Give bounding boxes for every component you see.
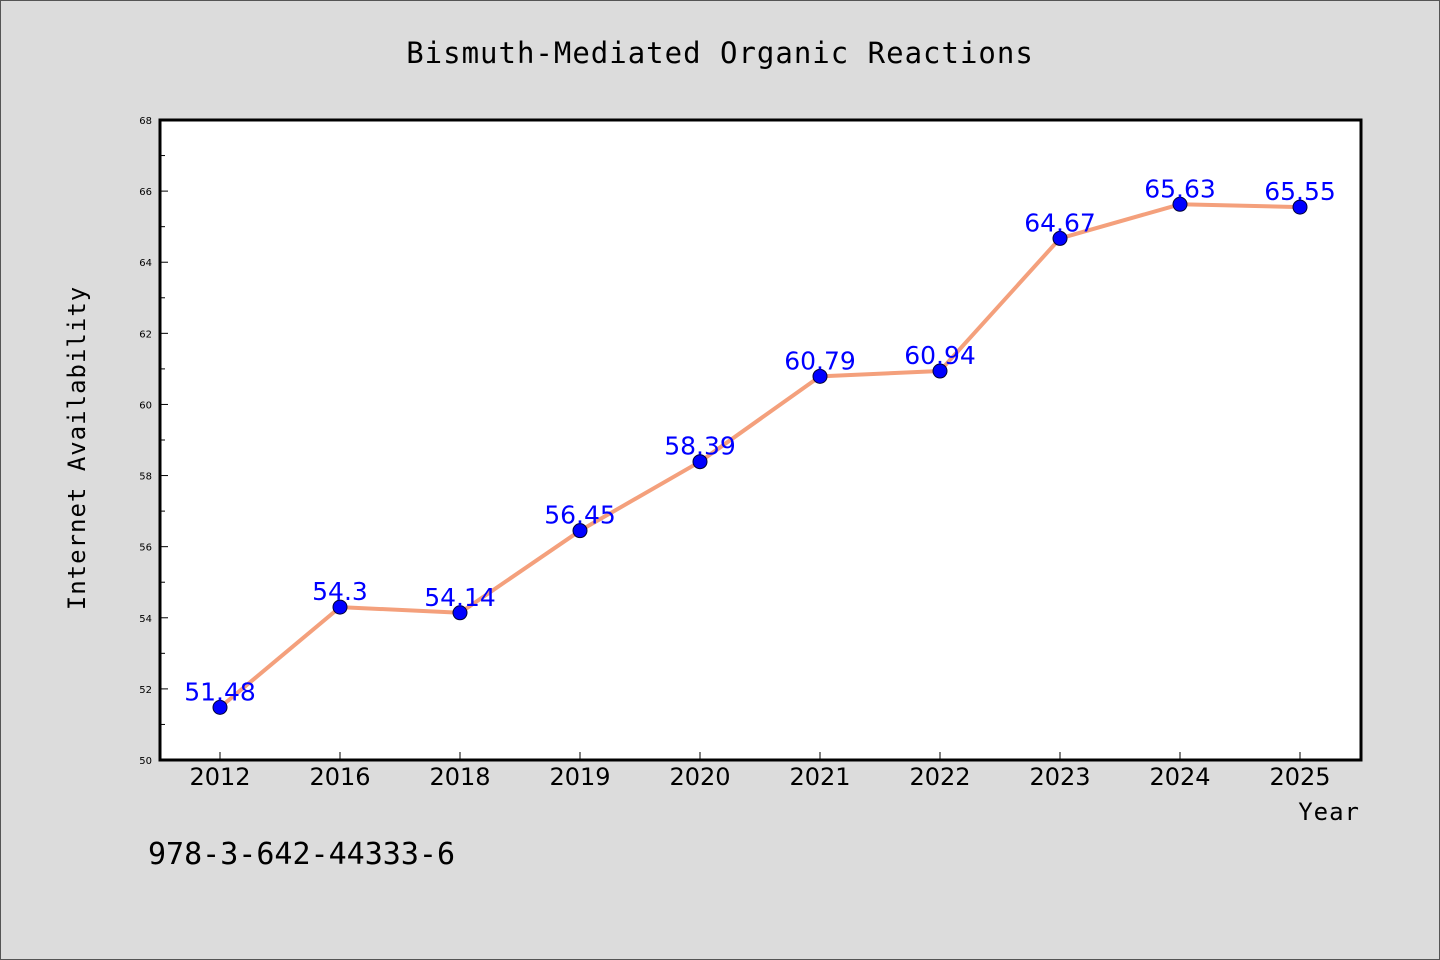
y-tick-label: 62	[139, 329, 152, 340]
x-tick-label: 2012	[189, 763, 250, 791]
y-tick-label: 64	[139, 258, 152, 269]
data-point-marker	[692, 454, 708, 470]
data-labels-group: 51.48 54.3 54.14 56.45 58.39 60.79 60.94 64.67 6…	[184, 174, 1336, 706]
x-tick-label: 2019	[549, 763, 610, 791]
x-tick-label: 2021	[789, 763, 850, 791]
y-tick-label: 54	[139, 614, 152, 625]
data-point-marker	[212, 699, 228, 715]
x-axis-title: Year	[1298, 798, 1360, 826]
data-point-marker	[812, 368, 828, 384]
isbn-text: 978-3-642-44333-6	[148, 837, 455, 872]
data-point-marker	[1052, 230, 1068, 246]
y-tick-label: 52	[139, 685, 152, 696]
data-label: 56.45	[544, 501, 616, 530]
chart-title: Bismuth-Mediated Organic Reactions	[406, 36, 1034, 70]
y-tick-label: 58	[139, 472, 152, 483]
data-label: 64.67	[1024, 208, 1096, 237]
data-point-marker	[1172, 196, 1188, 212]
x-tick-label: 2024	[1149, 763, 1210, 791]
x-tick-label: 2020	[669, 763, 730, 791]
y-axis: 50 52 54 56 58 60 62 64 66 68	[139, 116, 168, 767]
y-tick-label: 68	[139, 116, 152, 127]
y-tick-label: 66	[139, 187, 152, 198]
data-point-marker	[452, 605, 468, 621]
data-label: 54.3	[312, 577, 368, 606]
data-point-marker	[332, 599, 348, 615]
series-line	[218, 202, 1302, 710]
data-label: 65.63	[1144, 174, 1216, 203]
y-axis-title: Internet Availability	[63, 286, 91, 610]
x-tick-label: 2025	[1269, 763, 1330, 791]
data-point-marker	[932, 363, 948, 379]
data-point-marker	[572, 523, 588, 539]
data-point-marker	[1292, 199, 1308, 215]
series-line-group	[212, 196, 1308, 715]
x-tick-label: 2023	[1029, 763, 1090, 791]
data-label: 54.14	[424, 583, 496, 612]
y-tick-label: 60	[139, 400, 152, 411]
x-tick-label: 2016	[309, 763, 370, 791]
y-tick-label: 50	[139, 756, 152, 767]
plot-area	[158, 118, 1363, 762]
x-axis: 2012 2016 2018 2019 2020 2021 2022 2023 2024 2025	[189, 752, 1331, 791]
data-label: 65.55	[1264, 177, 1336, 206]
data-label: 60.79	[784, 346, 856, 375]
x-tick-label: 2022	[909, 763, 970, 791]
data-label: 58.39	[664, 432, 736, 461]
data-label: 60.94	[904, 341, 976, 370]
y-tick-label: 56	[139, 543, 152, 554]
x-tick-label: 2018	[429, 763, 490, 791]
data-label: 51.48	[184, 677, 256, 706]
